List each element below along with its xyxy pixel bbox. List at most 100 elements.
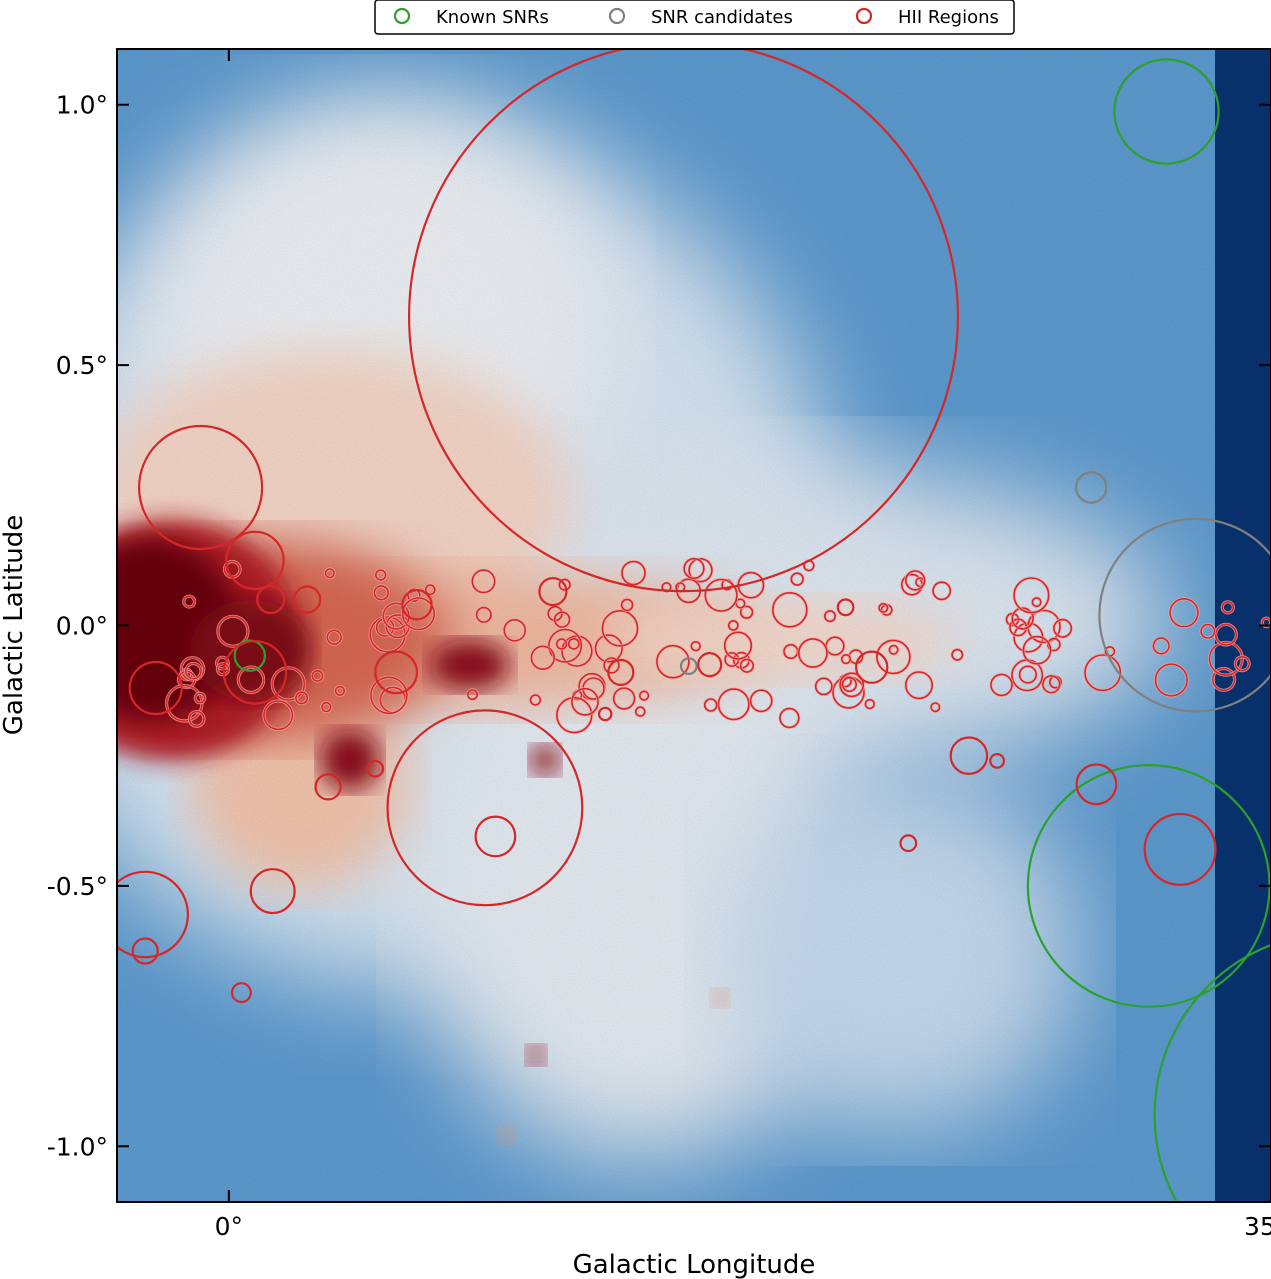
hii-region-marker	[1031, 597, 1042, 608]
x-tick-label: 0°	[215, 1212, 243, 1241]
hii-region-marker	[621, 560, 646, 586]
hii-region-marker	[601, 609, 639, 647]
hii-regions-circle	[949, 736, 989, 776]
hii-region-marker	[334, 685, 346, 697]
hii-region-marker	[1154, 663, 1188, 697]
hii-region-marker	[727, 620, 739, 631]
hii-region-marker	[798, 638, 828, 668]
hii-regions-circle	[230, 982, 252, 1004]
hii-regions-circle	[408, 49, 959, 593]
hii-region-marker	[553, 611, 571, 628]
legend: Known SNRs SNR candidates HII Regions	[374, 0, 1015, 35]
hii-region-marker	[814, 677, 833, 696]
hii-regions-circle	[1143, 812, 1217, 886]
hii-region-marker	[1042, 675, 1061, 694]
axis-ticks: 0°359°358°1.0°0.5°0.0°-0.5°-1.0°	[47, 49, 1271, 1241]
region-circles	[117, 49, 1271, 1202]
hii-region-marker	[990, 673, 1013, 697]
hii-region-marker	[1234, 655, 1251, 672]
hii-region-marker	[407, 588, 421, 602]
hii-region-marker	[237, 666, 265, 694]
hii-region-marker	[188, 710, 205, 728]
hii-region-marker	[683, 557, 705, 580]
hii-region-marker	[558, 578, 571, 591]
hii-region-marker	[603, 657, 620, 674]
hii-region-marker	[739, 605, 754, 619]
hii-region-marker	[475, 606, 492, 623]
hii-region-marker	[183, 595, 196, 608]
hii-regions-circle	[386, 709, 584, 907]
hii-region-marker	[930, 702, 941, 713]
hii-region-marker	[864, 698, 875, 710]
hii-regions-circle	[836, 598, 855, 617]
hii-regions-circle	[597, 706, 613, 722]
hii-region-marker	[688, 557, 713, 583]
hii-region-marker	[739, 658, 755, 673]
hii-region-marker	[548, 628, 583, 663]
legend-entry-known-snrs: Known SNRs	[393, 7, 549, 28]
snr-candidates-circle	[679, 657, 698, 675]
hii-region-marker	[932, 581, 952, 601]
hii-region-marker	[375, 569, 387, 581]
hii-region-marker	[529, 694, 542, 706]
hii-region-marker	[424, 584, 436, 596]
hii-region-marker	[690, 640, 701, 652]
hii-regions-circle	[899, 834, 918, 853]
legend-marker-snr-candidates	[608, 7, 626, 25]
hii-regions-circle	[607, 658, 635, 687]
legend-label-snr-candidates: SNR candidates	[651, 7, 793, 28]
hii-regions-circle	[293, 585, 322, 614]
hii-region-marker	[1022, 635, 1052, 665]
hii-region-marker	[311, 670, 324, 682]
hii-regions-circle	[117, 870, 189, 959]
hii-region-marker	[326, 629, 342, 645]
hii-regions-circle	[366, 759, 385, 778]
snr-candidates-circle	[1098, 517, 1271, 713]
legend-entry-snr-candidates: SNR candidates	[608, 7, 793, 28]
y-tick-label: 0.5°	[56, 351, 108, 380]
hii-region-marker	[321, 701, 332, 713]
hii-region-marker	[904, 671, 933, 700]
legend-marker-hii-regions	[855, 7, 873, 25]
hii-region-marker	[703, 698, 718, 712]
legend-box	[374, 0, 1015, 35]
legend-label-known-snrs: Known SNRs	[436, 7, 549, 28]
hii-region-marker	[184, 662, 202, 680]
hii-region-marker	[638, 690, 650, 701]
hii-region-marker	[656, 644, 690, 679]
hii-region-marker	[634, 706, 646, 717]
hii-region-marker	[878, 602, 889, 613]
hii-region-marker	[1013, 577, 1050, 614]
hii-region-marker	[324, 568, 335, 579]
hii-regions-circle	[131, 937, 159, 965]
hii-region-marker	[567, 637, 580, 650]
hii-regions-circle	[138, 424, 264, 551]
hii-region-marker	[779, 707, 800, 729]
hii-region-marker	[771, 591, 808, 628]
hii-regions-circle	[538, 576, 568, 607]
hii-region-marker	[1011, 607, 1034, 630]
x-tick-label: 359°	[1244, 1212, 1271, 1241]
hii-region-marker	[1169, 597, 1199, 628]
hii-region-marker	[466, 689, 478, 701]
y-axis-title: Galactic Latitude	[0, 515, 29, 736]
hii-region-marker	[530, 645, 555, 670]
hii-regions-circle	[989, 753, 1005, 769]
known-snrs-circle	[1153, 943, 1271, 1202]
hii-region-marker	[1211, 667, 1236, 692]
hii-region-marker	[370, 676, 408, 715]
legend-marker-known-snrs	[393, 7, 411, 25]
legend-entry-hii-regions: HII Regions	[855, 7, 999, 28]
hii-region-marker	[790, 572, 804, 586]
legend-label-hii-regions: HII Regions	[898, 7, 999, 28]
hii-regions-circle	[374, 650, 419, 695]
hii-region-marker	[704, 578, 738, 612]
hii-regions-circle	[314, 773, 342, 801]
hii-region-marker	[1221, 601, 1235, 614]
hii-region-marker	[749, 689, 773, 713]
hii-region-marker	[839, 672, 865, 698]
hii-region-marker	[1208, 641, 1244, 676]
hii-regions-circle	[474, 815, 517, 858]
hii-region-marker	[194, 692, 206, 704]
